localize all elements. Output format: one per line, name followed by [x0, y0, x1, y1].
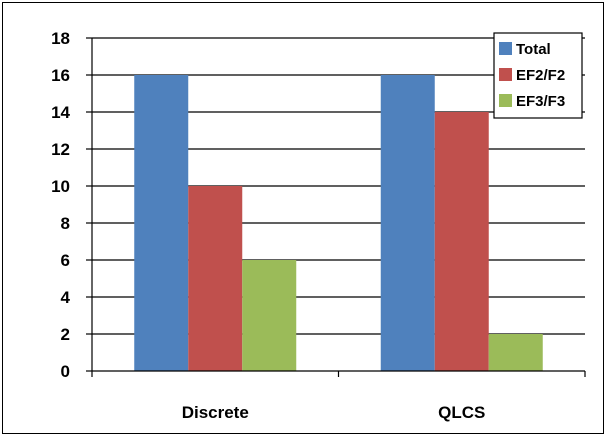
y-tick-label: 6: [61, 251, 70, 270]
legend-label: EF2/F2: [516, 67, 565, 84]
bar-ef3-f3-qlcs: [488, 334, 543, 371]
y-tick-label: 2: [61, 325, 70, 344]
legend-label: EF3/F3: [516, 93, 565, 110]
legend-swatch-ef2-f2: [499, 68, 512, 81]
y-tick-label: 0: [61, 362, 70, 381]
bar-total-qlcs: [380, 75, 435, 371]
bar-ef2-f2-qlcs: [434, 112, 489, 371]
x-category-label: QLCS: [438, 403, 485, 422]
legend-swatch-total: [499, 42, 512, 55]
y-tick-label: 12: [51, 140, 70, 159]
y-tick-label: 18: [51, 29, 70, 48]
y-tick-label: 10: [51, 177, 70, 196]
legend-swatch-ef3-f3: [499, 94, 512, 107]
x-category-label: Discrete: [182, 403, 249, 422]
y-tick-label: 14: [51, 103, 70, 122]
legend-label: Total: [516, 41, 551, 58]
y-tick-label: 4: [61, 288, 71, 307]
bar-total-discrete: [134, 75, 189, 371]
bar-ef3-f3-discrete: [242, 260, 297, 371]
y-tick-label: 8: [61, 214, 70, 233]
y-tick-label: 16: [51, 66, 70, 85]
bar-ef2-f2-discrete: [188, 186, 243, 371]
